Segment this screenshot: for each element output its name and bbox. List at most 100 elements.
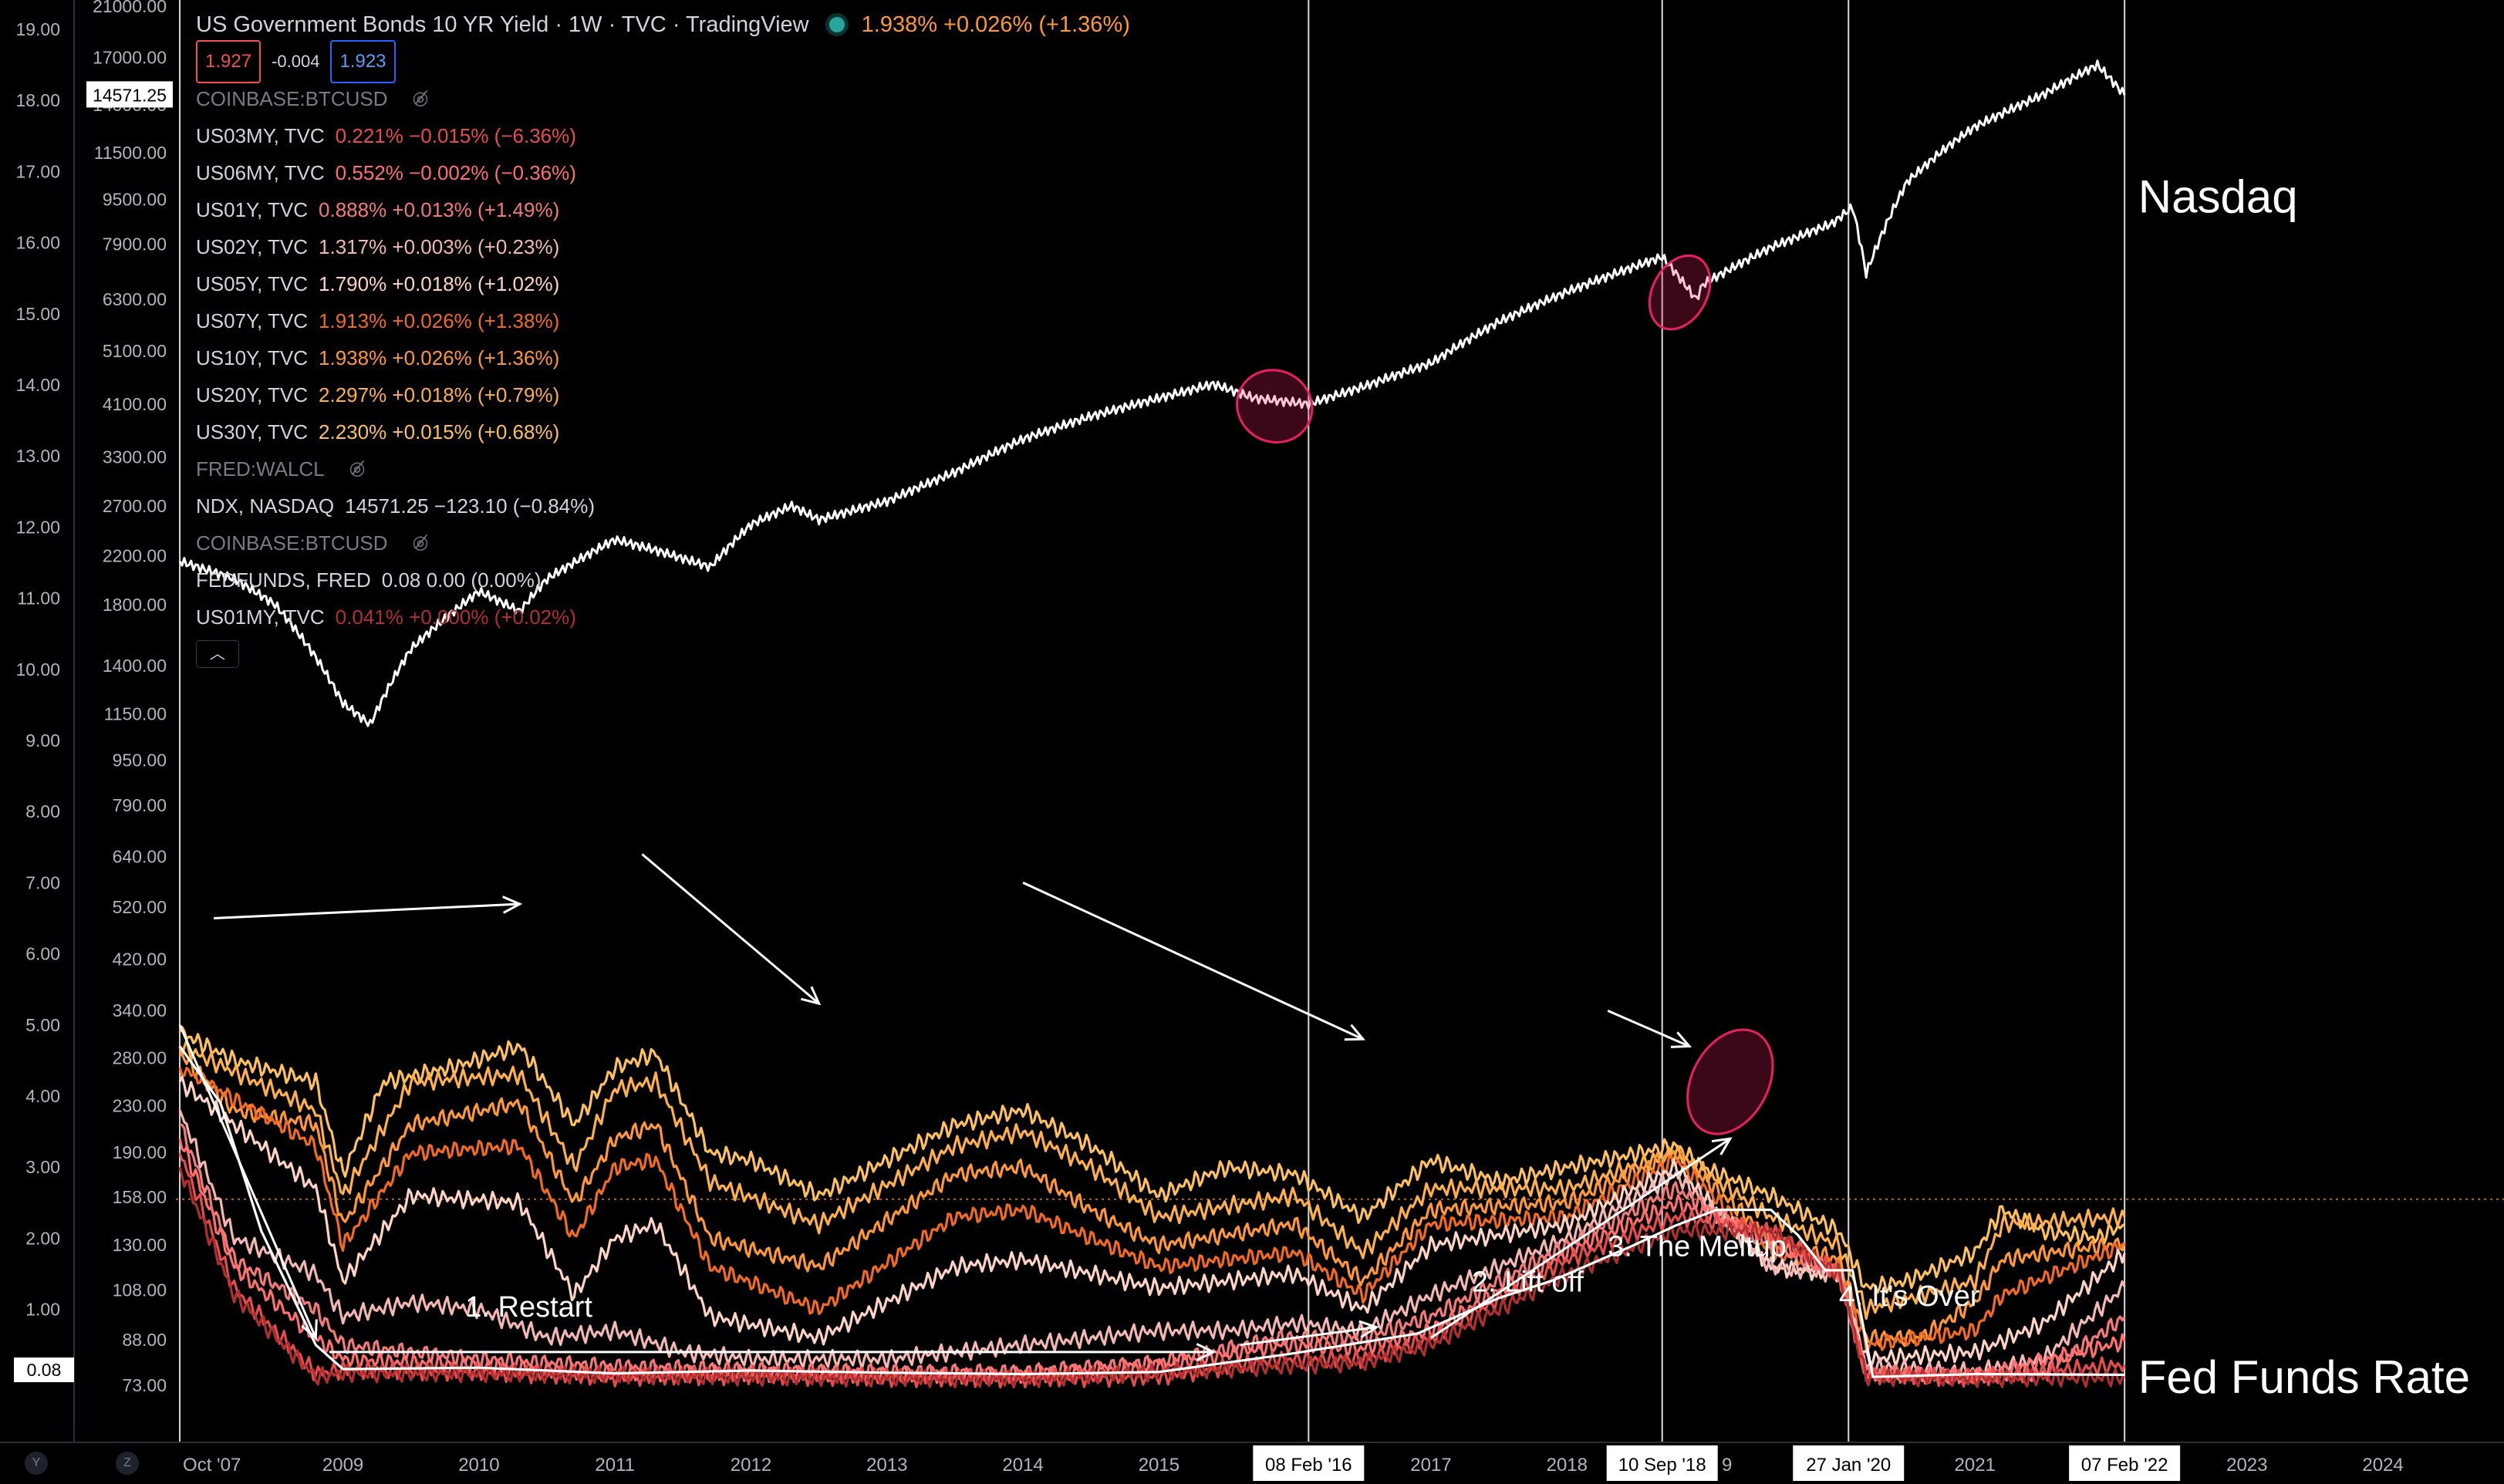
arrow-head xyxy=(502,895,523,914)
left-badge-bg xyxy=(14,1358,74,1382)
right-price-axis[interactable]: 21000.0017000.0014000.0011500.009500.007… xyxy=(86,0,173,1395)
legend-row[interactable]: US05Y, TVC 1.790% +0.018% (+1.02%) xyxy=(196,265,1130,302)
legend-collapse-row: ︿ xyxy=(196,636,1130,673)
left-axis-tick: 14.00 xyxy=(15,375,60,395)
left-axis-tick: 17.00 xyxy=(15,161,60,181)
bid-ask-row: 1.927 -0.004 1.923 xyxy=(196,40,1130,83)
time-axis-tick: 2013 xyxy=(866,1455,907,1476)
legend-row[interactable]: US02Y, TVC 1.317% +0.003% (+0.23%) xyxy=(196,228,1130,265)
highlight-ellipse xyxy=(1686,1028,1774,1135)
right-axis-tick: 1150.00 xyxy=(104,703,167,723)
left-axis-tick: 11.00 xyxy=(17,589,60,609)
left-axis-tick: 19.00 xyxy=(15,19,60,39)
legend-symbol: US03MY, TVC xyxy=(196,124,325,147)
legend-row[interactable]: NDX, NASDAQ 14571.25 −123.10 (−0.84%) xyxy=(196,487,1130,524)
time-axis-tick: 08 Feb '16 xyxy=(1265,1455,1352,1476)
left-axis-tick: 18.00 xyxy=(15,90,60,110)
legend-row[interactable]: US06MY, TVC 0.552% −0.002% (−0.36%) xyxy=(196,154,1130,191)
arrow-line xyxy=(1022,882,1364,1040)
right-axis-tick: 108.00 xyxy=(113,1280,167,1300)
legend-value: 0.041% +0.000% (+0.02%) xyxy=(335,605,576,629)
right-axis-tick: 2700.00 xyxy=(103,496,167,516)
arrow-head xyxy=(1670,1031,1692,1048)
left-axis-tick: 7.00 xyxy=(25,872,60,892)
eye-crossed-icon[interactable]: ◎̸ xyxy=(412,532,429,553)
highlight-circles xyxy=(1236,254,1774,1135)
legend-row[interactable]: US03MY, TVC 0.221% −0.015% (−6.36%) xyxy=(196,117,1130,154)
arrow-line xyxy=(214,902,520,919)
series-line xyxy=(178,1039,2126,1320)
legend-row[interactable]: US07Y, TVC 1.913% +0.026% (+1.38%) xyxy=(196,302,1130,339)
left-axis-tick: 8.00 xyxy=(25,801,60,821)
arrow-head xyxy=(1358,1320,1379,1339)
z-axis-button[interactable]: Z xyxy=(116,1452,139,1475)
eye-crossed-icon[interactable]: ◎̸ xyxy=(412,88,429,109)
legend-row[interactable]: US01MY, TVC 0.041% +0.000% (+0.02%) xyxy=(196,599,1130,636)
legend-row[interactable]: FRED:WALCL ◎̸ xyxy=(196,450,1130,487)
ask-button[interactable]: 1.923 xyxy=(330,40,396,83)
time-axis-tick: Oct '07 xyxy=(183,1455,241,1476)
time-axis-tick: 2012 xyxy=(731,1455,771,1476)
right-axis-tick: 1800.00 xyxy=(103,595,167,615)
right-axis-tick: 1400.00 xyxy=(103,656,167,676)
legend-row[interactable]: US01Y, TVC 0.888% +0.013% (+1.49%) xyxy=(196,191,1130,228)
time-axis-tick: 2023 xyxy=(2226,1455,2267,1476)
left-axis-tick: 12.00 xyxy=(15,517,60,537)
legend-row[interactable]: US20Y, TVC 2.297% +0.018% (+0.79%) xyxy=(196,376,1130,413)
arrow-line xyxy=(178,1024,317,1339)
annotation-arrows xyxy=(178,853,1733,1361)
y-axis-button[interactable]: Y xyxy=(25,1452,48,1475)
annotation-label: 2. Lift off xyxy=(1472,1266,1584,1299)
series-line xyxy=(178,1166,2125,1389)
eye-crossed-icon[interactable]: ◎̸ xyxy=(349,458,366,479)
time-axis-tick: 2009 xyxy=(322,1455,363,1476)
legend-row[interactable]: FEDFUNDS, FRED 0.08 0.00 (0.00%) xyxy=(196,562,1130,599)
legend-title-row: US Government Bonds 10 YR Yield · 1W · T… xyxy=(196,6,1130,43)
series-group xyxy=(178,59,2126,1389)
left-axis-tick: 4.00 xyxy=(25,1086,60,1106)
left-axis-tick: 16.00 xyxy=(15,233,60,253)
collapse-legend-button[interactable]: ︿ xyxy=(196,640,239,668)
left-axis-tick: 3.00 xyxy=(25,1157,60,1177)
series-line xyxy=(178,1109,2126,1381)
arrow-head xyxy=(1711,1137,1733,1155)
legend-symbol: NDX, NASDAQ xyxy=(196,494,335,518)
legend-row[interactable]: COINBASE:BTCUSD ◎̸ xyxy=(196,524,1130,562)
legend-symbol: US02Y, TVC xyxy=(196,235,309,258)
series-line xyxy=(178,59,2126,727)
legend-row[interactable]: COINBASE:BTCUSD ◎̸ xyxy=(196,80,1130,117)
chart-quote: 1.938% +0.026% (+1.36%) xyxy=(861,12,1130,37)
legend-symbol: US10Y, TVC xyxy=(196,346,309,369)
legend-symbol: FEDFUNDS, FRED xyxy=(196,568,371,592)
legend-row[interactable]: US30Y, TVC 2.230% +0.015% (+0.68%) xyxy=(196,413,1130,450)
legend-symbol: US30Y, TVC xyxy=(196,420,309,444)
time-axis[interactable]: Oct '07 2009 2010 2011 2012 2013 2014 2015 08 Fe… xyxy=(0,1442,2504,1484)
legend-row[interactable]: US10Y, TVC 1.938% +0.026% (+1.36%) xyxy=(196,339,1130,376)
right-axis-tick: 73.00 xyxy=(122,1375,167,1395)
left-axis-bg xyxy=(0,0,74,1484)
left-axis-tick: 9.00 xyxy=(25,730,60,750)
annotation-label: 3. The Meltup xyxy=(1608,1230,1787,1263)
time-axis-tick: 2018 xyxy=(1547,1455,1588,1476)
time-axis-tick: 2021 xyxy=(1955,1455,1996,1476)
time-badge-bg xyxy=(1606,1445,1718,1481)
time-axis-tick: 2014 xyxy=(1002,1455,1043,1476)
arrow-head xyxy=(301,1319,318,1341)
legend-symbol: US05Y, TVC xyxy=(196,272,309,295)
right-axis-tick: 3300.00 xyxy=(103,447,167,467)
bid-button[interactable]: 1.927 xyxy=(196,40,262,83)
right-axis-tick: 520.00 xyxy=(113,897,167,917)
legend-panel: US Government Bonds 10 YR Yield · 1W · T… xyxy=(196,6,1130,673)
chevron-up-icon: ︿ xyxy=(210,646,225,663)
highlight-ellipse xyxy=(1236,369,1314,444)
time-badge-bg xyxy=(2069,1445,2181,1481)
right-axis-tick: 11500.00 xyxy=(94,143,167,163)
left-axis-tick: 2.00 xyxy=(25,1228,60,1248)
legend-value: 14571.25 −123.10 (−0.84%) xyxy=(345,494,595,518)
left-price-axis[interactable]: 19.00 18.00 17.00 16.00 15.00 14.00 13.00 12.00… xyxy=(0,0,75,1484)
legend-value: 1.790% +0.018% (+1.02%) xyxy=(319,272,560,295)
right-badge-bg xyxy=(86,81,173,108)
left-axis-badge: 0.08 xyxy=(27,1360,62,1380)
right-axis-tick: 950.00 xyxy=(113,750,167,771)
